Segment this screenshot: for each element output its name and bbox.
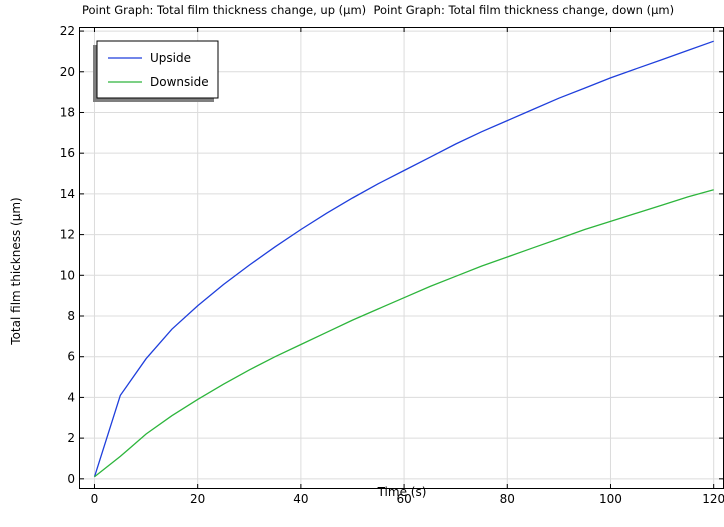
y-tick-label: 0 xyxy=(67,472,75,486)
series-line-upside xyxy=(93,40,714,477)
x-tick-label: 100 xyxy=(599,492,622,506)
x-tick-label: 0 xyxy=(91,492,99,506)
y-tick-label: 22 xyxy=(60,24,75,38)
x-tick-label: 60 xyxy=(396,492,411,506)
y-axis-title: Total film thickness (µm) xyxy=(9,197,23,345)
x-tick-label: 120 xyxy=(702,492,724,506)
legend-label-upside: Upside xyxy=(150,51,191,65)
y-tick-label: 6 xyxy=(67,350,75,364)
y-tick-label: 4 xyxy=(67,390,75,404)
y-tick-label: 10 xyxy=(60,268,75,282)
chart-title: Point Graph: Total film thickness change… xyxy=(82,3,674,17)
legend: Upside Downside xyxy=(93,40,219,102)
y-tick-label: 2 xyxy=(67,431,75,445)
series-line-downside xyxy=(94,189,714,478)
x-tick-label: 80 xyxy=(500,492,515,506)
legend-box xyxy=(96,40,219,99)
y-tick-label: 16 xyxy=(60,146,75,160)
x-axis-title: Time (s) xyxy=(377,485,427,499)
y-tick-label: 20 xyxy=(60,65,75,79)
y-tick-label: 12 xyxy=(60,228,75,242)
x-tick-label: 20 xyxy=(190,492,205,506)
x-tick-label: 40 xyxy=(293,492,308,506)
ticks: 0 20 40 60 80 100 120 0 2 4 6 8 10 12 14 16 18 20 22 xyxy=(60,24,724,506)
y-tick-label: 8 xyxy=(67,309,75,323)
series-layer xyxy=(93,40,714,478)
legend-label-downside: Downside xyxy=(150,75,209,89)
y-tick-label: 18 xyxy=(60,105,75,119)
y-tick-label: 14 xyxy=(60,187,75,201)
